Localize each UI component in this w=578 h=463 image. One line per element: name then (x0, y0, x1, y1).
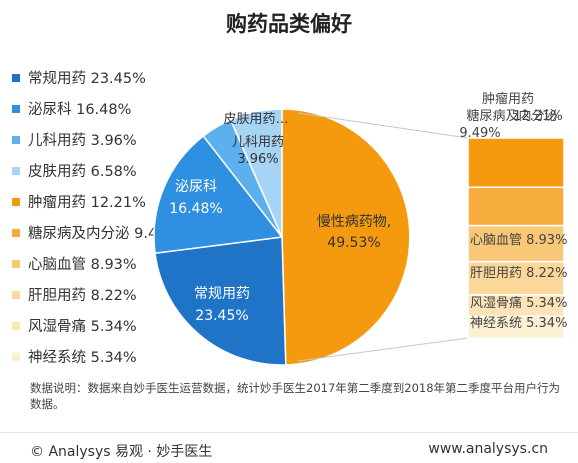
footer-copyright: © Analysys 易观 · 妙手医生 (30, 444, 213, 460)
bar-label-tangniao: 糖尿病及内分泌 (466, 108, 557, 124)
legend-swatch (12, 73, 20, 82)
legend: 常规用药 23.45% 泌尿科 16.48% 儿科用药 3.96% 皮肤用药 6… (12, 62, 212, 372)
legend-item: 糖尿病及内分泌 9.49% (12, 217, 212, 248)
pie-label-miniao: 泌尿科 (175, 179, 217, 195)
legend-label: 风湿骨痛 5.34% (28, 319, 137, 335)
pie-slices (153, 108, 411, 366)
legend-label: 肿瘤用药 12.21% (28, 195, 146, 211)
bar-label-zhongliu: 肿瘤用药 (482, 91, 534, 107)
bar-label-gandan: 肝胆用药 8.22% (470, 266, 567, 281)
legend-swatch (12, 135, 20, 144)
pie-label-changgui: 常规用药 (194, 286, 250, 302)
pie-label-erke: 儿科用药 (232, 135, 284, 150)
pie-slice (153, 135, 284, 255)
legend-label: 皮肤用药 6.58% (28, 164, 137, 180)
legend-item: 儿科用药 3.96% (12, 124, 212, 155)
connector-line (297, 112, 469, 139)
pie-slice (281, 108, 411, 366)
legend-label: 肝胆用药 8.22% (28, 288, 137, 304)
legend-swatch (12, 259, 20, 268)
legend-label: 儿科用药 3.96% (28, 133, 137, 149)
connector-lines (297, 112, 469, 362)
bar-segment (467, 315, 565, 339)
legend-label: 糖尿病及内分泌 9.49% (28, 226, 181, 242)
pie-value-changgui: 23.45% (195, 308, 248, 324)
chart-title: 购药品类偏好 (226, 12, 352, 36)
pie-label-manxing: 慢性病药物, (317, 213, 391, 230)
legend-label: 心脑血管 8.93% (28, 257, 137, 273)
bar-label-fengshi: 风湿骨痛 5.34% (470, 295, 567, 311)
legend-swatch (12, 228, 20, 237)
breakdown-bar (467, 137, 565, 339)
bar-label-xinnao: 心脑血管 8.93% (470, 233, 567, 248)
legend-item: 肝胆用药 8.22% (12, 279, 212, 310)
pie-slice (154, 236, 287, 366)
legend-swatch (12, 197, 20, 206)
bar-segment (467, 260, 565, 296)
pie-value-miniao: 16.48% (169, 201, 222, 217)
legend-label: 神经系统 5.34% (28, 350, 137, 366)
footer-website: www.analysys.cn (428, 441, 548, 457)
pie-value-manxing: 49.53% (327, 235, 380, 251)
pie-value-erke: 3.96% (237, 152, 278, 167)
legend-item: 常规用药 23.45% (12, 62, 212, 93)
pie-label-pifu: 皮肤用药… (223, 112, 288, 127)
pie-slice (229, 108, 283, 238)
legend-swatch (12, 104, 20, 113)
legend-swatch (12, 352, 20, 361)
bar-segment (467, 137, 565, 189)
legend-item: 心脑血管 8.93% (12, 248, 212, 279)
legend-swatch (12, 321, 20, 330)
legend-item: 神经系统 5.34% (12, 341, 212, 372)
legend-label: 泌尿科 16.48% (28, 102, 132, 118)
bar-value-zhongliu: 12.21% (513, 109, 563, 124)
legend-label: 常规用药 23.45% (28, 71, 146, 87)
bar-segment (467, 186, 565, 227)
bar-segment (467, 224, 565, 263)
data-note: 数据说明：数据来自妙手医生运营数据，统计妙手医生2017年第二季度到2018年第… (30, 381, 561, 411)
legend-item: 风湿骨痛 5.34% (12, 310, 212, 341)
bar-value-tangniao: 9.49% (459, 126, 500, 141)
legend-item: 肿瘤用药 12.21% (12, 186, 212, 217)
footer: © Analysys 易观 · 妙手医生 www.analysys.cn (0, 432, 578, 463)
connector-line (297, 337, 469, 362)
legend-swatch (12, 166, 20, 175)
legend-item: 泌尿科 16.48% (12, 93, 212, 124)
legend-item: 皮肤用药 6.58% (12, 155, 212, 186)
legend-swatch (12, 290, 20, 299)
bar-label-shenjing: 神经系统 5.34% (470, 316, 567, 331)
